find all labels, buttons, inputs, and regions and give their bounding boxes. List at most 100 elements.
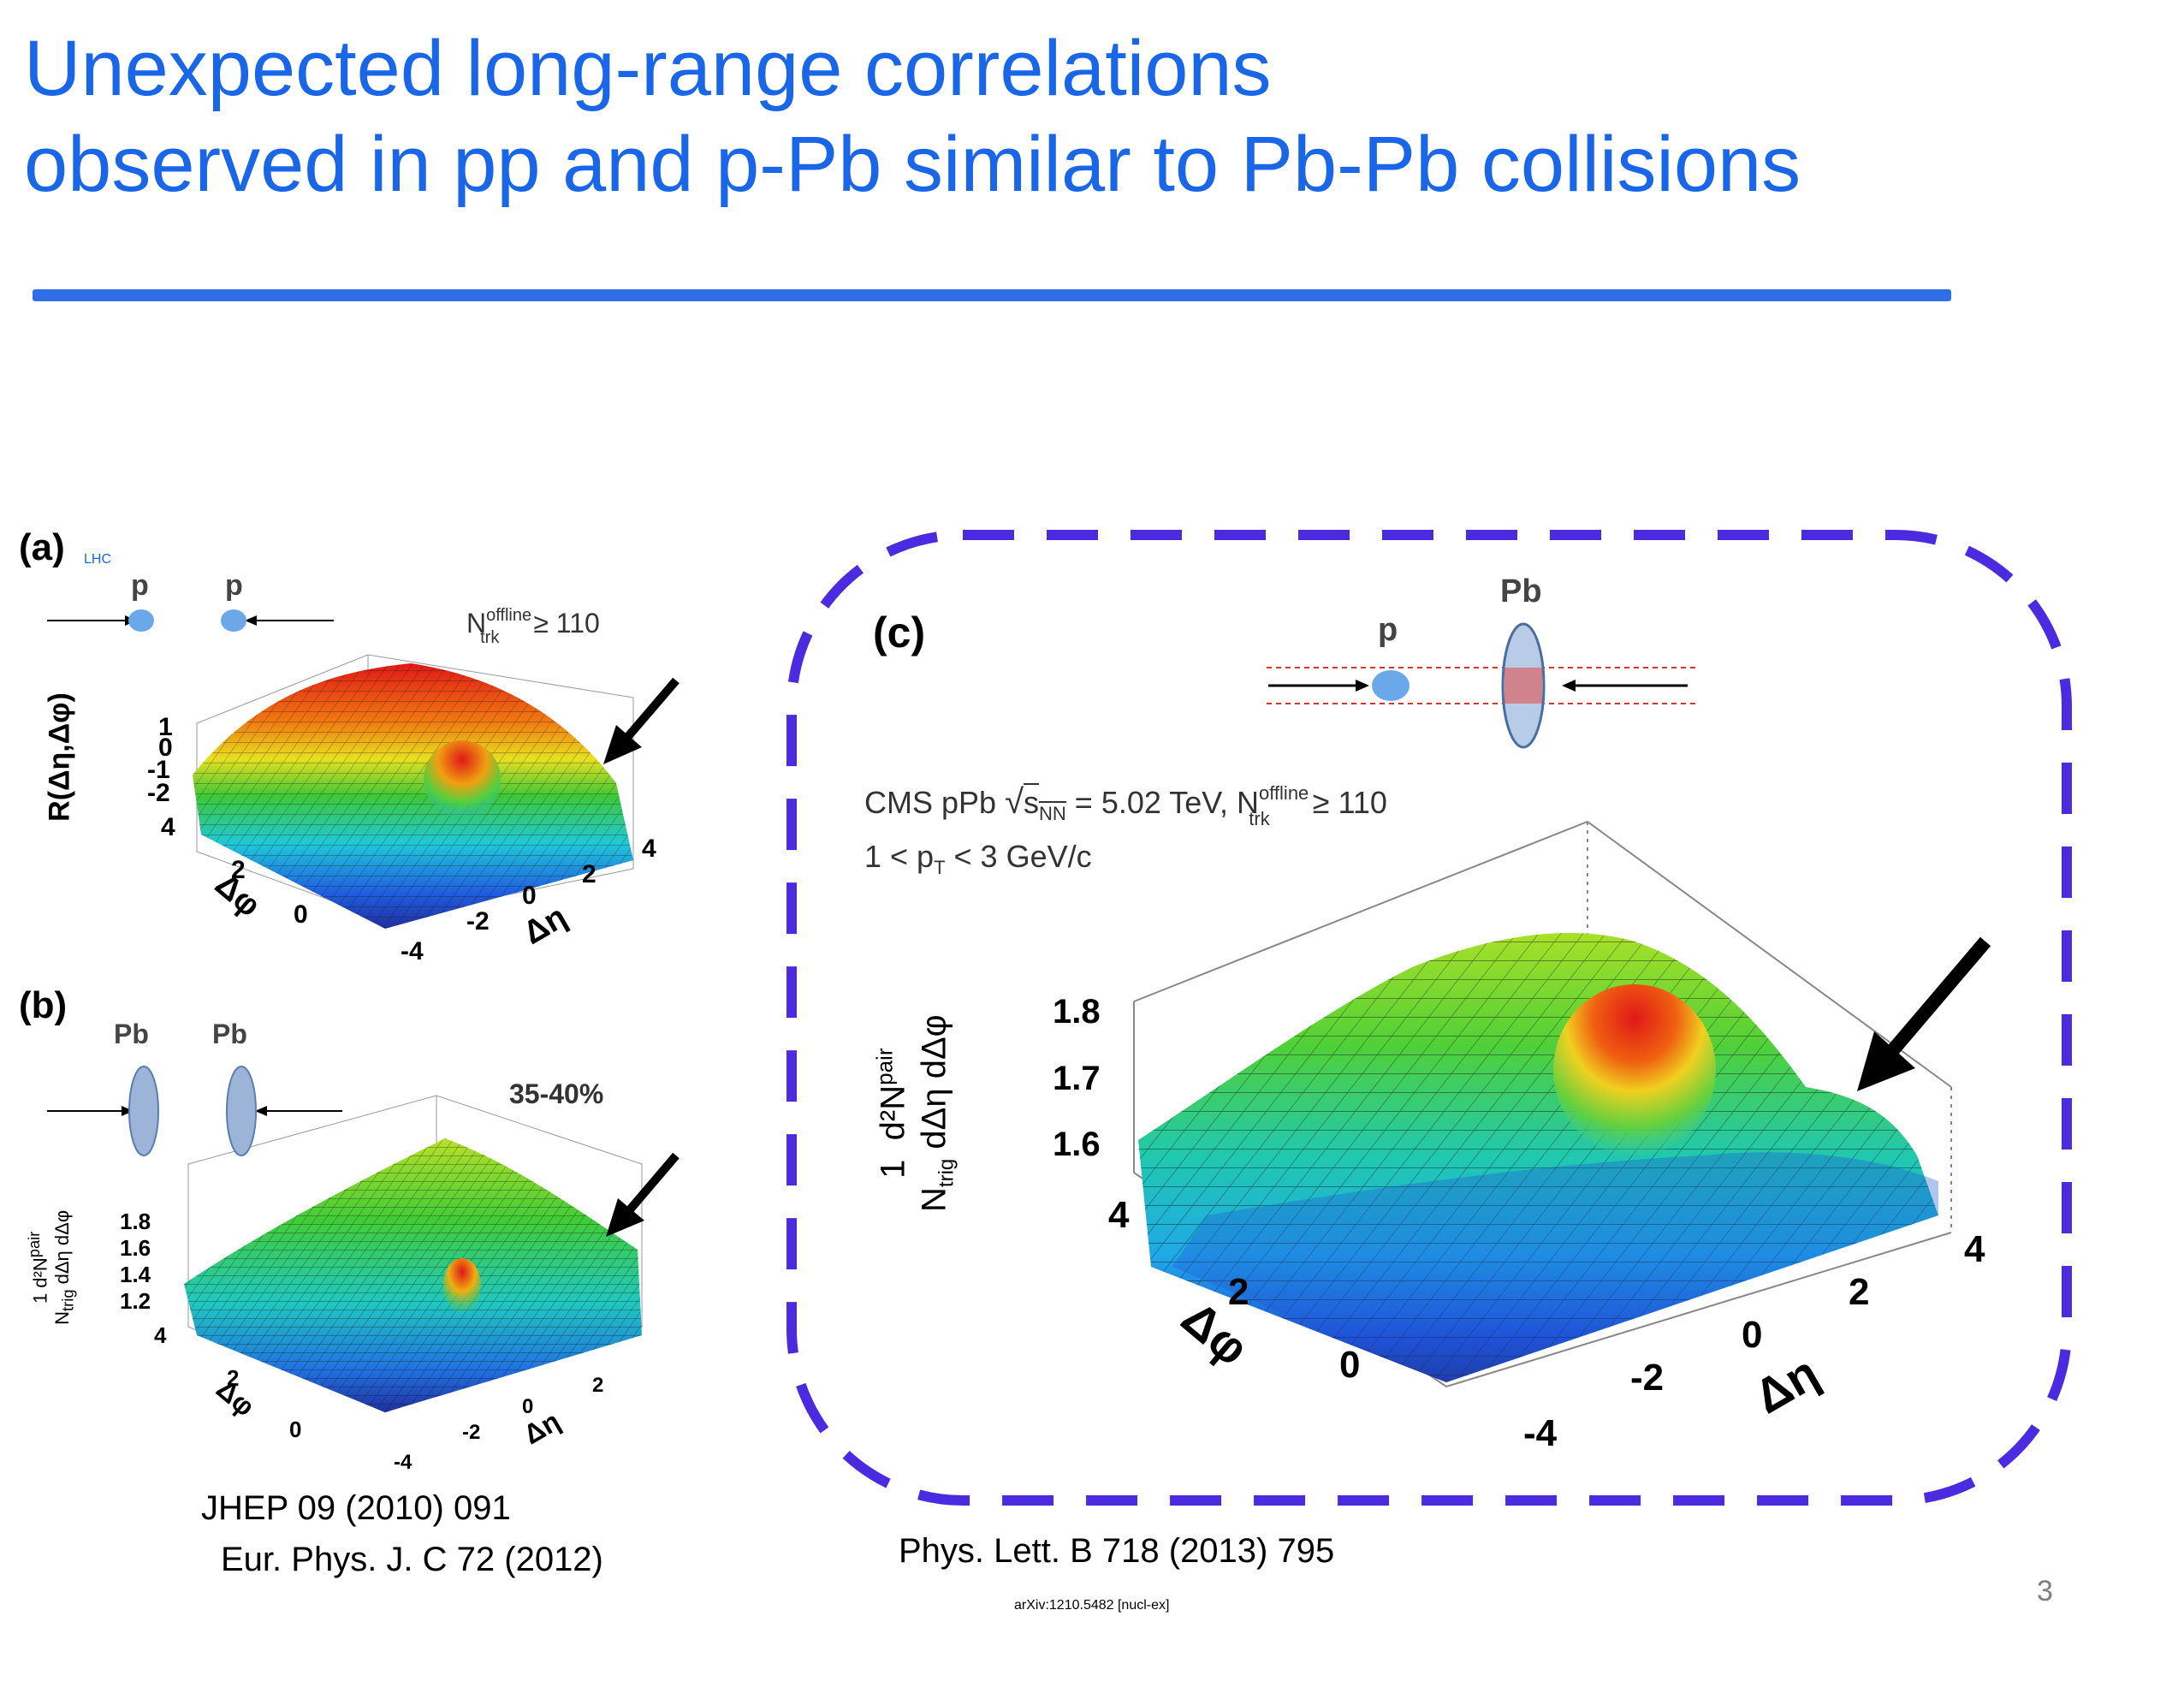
panel-b-arrow [606, 1152, 680, 1237]
panel-a-ztick-2: 0 [158, 734, 173, 762]
page-number: 3 [2037, 1575, 2053, 1607]
panel-a-eta-tick-0: 0 [522, 882, 537, 910]
panel-c-line1-sqrt: s [1024, 783, 1040, 820]
panel-c-line1-sup: offline [1258, 782, 1309, 804]
panel-a-eta-tick-4: 4 [642, 835, 656, 863]
panel-a-eta-tick-m4: -4 [401, 937, 424, 965]
panel-c-particle-left: p [1378, 612, 1398, 648]
panel-c-line1-c: ≥ 110 [1303, 785, 1387, 820]
panel-a-proton-left [128, 609, 154, 632]
panel-a-phi-tick-2: 2 [231, 856, 246, 884]
panel-b-zlabel-den: N [51, 1310, 74, 1325]
panel-a-ztick-3: -1 [147, 756, 170, 784]
panel-b-phi-tick-0: 0 [289, 1417, 302, 1442]
panel-c-line2-sub: T [934, 857, 946, 879]
panel-a-ztick-1: 1 [158, 713, 173, 741]
panel-b-eta-tick-m2: -2 [462, 1421, 481, 1444]
panel-a-cut: Noffline trk ≥ 110 [466, 606, 617, 647]
panel-a: (a) LHC p p Nofflinetrk ≥ 110 R(Δη,Δφ) 1 … [17, 526, 685, 980]
panel-b-centrality: 35-40% [509, 1078, 604, 1109]
panel-c-zlabel-num: 1 [874, 1159, 912, 1179]
panel-a-cut-sup: offline [486, 606, 532, 625]
title-underline [33, 289, 1951, 301]
panel-b-peak [443, 1258, 481, 1313]
panel-c-ztick-1: 1.8 [1053, 993, 1101, 1031]
panel-b-phi-tick-2: 2 [227, 1365, 240, 1391]
panel-c-particle-right: Pb [1500, 573, 1542, 609]
panel-c-beams [1267, 667, 1699, 704]
panel-c-phi-tick-2: 2 [1228, 1271, 1249, 1313]
panel-a-phi-tick-4: 4 [161, 813, 175, 841]
panel-b: (b) Pb Pb 35-40% 1 d²Npair Ntrig dΔη dΔφ… [17, 984, 685, 1474]
panel-c-eta-tick-2: 2 [1849, 1271, 1870, 1313]
panel-c-info-line2: 1 < pT < 3 GeV/c [864, 839, 1092, 879]
panel-b-zlabel-den-sub: trig [58, 1289, 77, 1311]
panel-a-zlabel: R(Δη,Δφ) [43, 692, 76, 822]
panel-c-valley [1172, 1152, 1938, 1382]
panel-c: (c) p Pb CMS pPb √sNN = 5.02 TeV, Noffli… [847, 565, 2028, 1472]
title-line-1: Unexpected long-range correlations [24, 25, 1272, 112]
panel-c-zlabel-den-sub: trig [935, 1158, 958, 1188]
panel-c-info-line1: CMS pPb √sNN = 5.02 TeV, Nofflinetrk ≥ 1… [864, 782, 1387, 829]
panel-b-ztick-3: 1.4 [120, 1262, 151, 1287]
panel-a-eta-tick-2: 2 [582, 860, 596, 888]
panel-c-zlabel-sup: pair [871, 1048, 898, 1085]
panel-c-eta-tick-4: 4 [1964, 1228, 1985, 1270]
panel-b-particle-left: Pb [114, 1019, 149, 1049]
panel-a-phi-tick-0: 0 [294, 900, 308, 929]
title-line-2: observed in pp and p-Pb similar to Pb-Pb… [24, 121, 1801, 208]
panel-c-line1-sub: NN [1039, 801, 1066, 825]
panel-a-arrow [603, 677, 680, 764]
panel-a-plot [47, 609, 680, 929]
panel-b-eta-tick-m4: -4 [394, 1451, 412, 1474]
panel-b-ztick-2: 1.6 [120, 1235, 151, 1261]
panel-b-zlabel: 1 d²Npair Ntrig dΔη dΔφ [25, 1203, 78, 1332]
panel-b-plot [47, 1066, 680, 1413]
panel-c-eta-tick-m4: -4 [1523, 1412, 1558, 1454]
panel-c-peak [1553, 984, 1716, 1155]
slide-title: Unexpected long-range correlations obser… [24, 21, 1992, 212]
panel-a-proton-right [221, 609, 246, 632]
panel-c-plot [1133, 622, 1991, 1388]
panel-c-line1-b: = 5.02 TeV, N [1065, 785, 1259, 820]
panel-c-zlabel-num2: d²N [874, 1084, 912, 1141]
panel-a-cut-sub: trk [480, 628, 500, 647]
panel-c-zlabel-den-rest: dΔη dΔφ [915, 1014, 953, 1159]
panel-c-phi-tick-0: 0 [1339, 1344, 1361, 1386]
panel-a-beams [47, 615, 334, 626]
panel-c-phi-tick-4: 4 [1108, 1194, 1130, 1236]
panel-c-line2-b: < 3 GeV/c [945, 839, 1092, 874]
panel-a-particle-right: p [225, 569, 243, 602]
reference-arxiv: arXiv:1210.5482 [nucl-ex] [1014, 1598, 1170, 1613]
panel-a-cut-rest: ≥ 110 [533, 608, 600, 639]
panel-b-zlabel-sup: pair [25, 1231, 44, 1258]
panel-b-phi-tick-4: 4 [154, 1322, 167, 1348]
panel-c-zlabel: 1 d²Npair Ntrig dΔη dΔφ [864, 977, 967, 1250]
panel-b-zlabel-den-rest: dΔη dΔφ [51, 1209, 74, 1290]
panel-b-nucleus-left [128, 1066, 159, 1156]
panel-b-tag: (b) [19, 984, 68, 1026]
panel-a-ztick-4: -2 [147, 779, 170, 807]
panel-c-line2-a: 1 < p [864, 839, 935, 874]
panel-b-eta-tick-2: 2 [592, 1374, 604, 1397]
panel-c-eta-tick-m2: -2 [1630, 1357, 1665, 1399]
panel-b-ztick-1: 1.8 [120, 1209, 151, 1234]
panel-c-ztick-2: 1.7 [1053, 1060, 1101, 1097]
panel-a-lhc: LHC [84, 552, 112, 567]
reference-plb: Phys. Lett. B 718 (2013) 795 [899, 1532, 1335, 1570]
panel-b-particle-right: Pb [212, 1019, 247, 1049]
panel-a-tag: (a) [19, 526, 65, 568]
panel-c-dashed-box [786, 530, 2072, 1506]
panel-c-eta-tick-0: 0 [1742, 1314, 1763, 1356]
panel-b-nucleus-right [226, 1066, 257, 1156]
panel-c-arrow [1857, 936, 1991, 1091]
panel-c-line1-sub2: trk [1249, 808, 1270, 829]
panel-b-eta-tick-0: 0 [522, 1395, 534, 1418]
panel-b-ztick-4: 1.2 [120, 1288, 151, 1314]
panel-b-zlabel-num: 1 d²N [29, 1257, 51, 1304]
panel-a-cut-n: N [466, 608, 487, 639]
panel-b-beams [47, 1106, 342, 1116]
panel-a-peak [424, 740, 501, 817]
panel-c-tag: (c) [873, 609, 926, 656]
panel-c-proton [1372, 670, 1410, 701]
